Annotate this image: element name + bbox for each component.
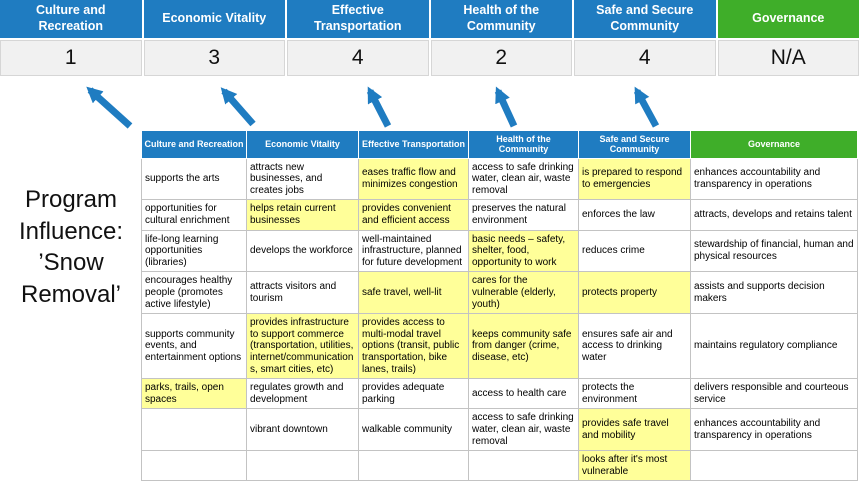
matrix-cell: enhances accountability and transparency…: [691, 409, 858, 451]
matrix-cell: parks, trails, open spaces: [142, 379, 247, 409]
matrix-cell: safe travel, well-lit: [359, 272, 469, 314]
matrix-cell: encourages healthy people (promotes acti…: [142, 272, 247, 314]
score-value-health-of-the-community: 2: [431, 40, 573, 76]
matrix-cell: provides convenient and efficient access: [359, 200, 469, 230]
matrix-cell: supports community events, and entertain…: [142, 314, 247, 379]
arrow-up-icon: [90, 90, 656, 126]
matrix-cell: [469, 451, 579, 481]
score-value-effective-transportation: 4: [287, 40, 429, 76]
score-value-economic-vitality: 3: [144, 40, 286, 76]
matrix-header-economic-vitality: Economic Vitality: [247, 131, 359, 159]
matrix-row: supports community events, and entertain…: [142, 314, 858, 379]
matrix-header-health-of-the-community: Health of the Community: [469, 131, 579, 159]
matrix-cell: protects property: [579, 272, 691, 314]
matrix-cell: looks after it's most vulnerable: [579, 451, 691, 481]
matrix-cell: regulates growth and development: [247, 379, 359, 409]
matrix-cell: walkable community: [359, 409, 469, 451]
matrix-row: looks after it's most vulnerable: [142, 451, 858, 481]
matrix-cell: [691, 451, 858, 481]
matrix-cell: develops the workforce: [247, 230, 359, 272]
matrix-cell: provides infrastructure to support comme…: [247, 314, 359, 379]
matrix-cell: attracts, develops and retains talent: [691, 200, 858, 230]
matrix-header-governance: Governance: [691, 131, 858, 159]
matrix-cell: assists and supports decision makers: [691, 272, 858, 314]
matrix-cell: access to safe drinking water, clean air…: [469, 158, 579, 200]
goal-header-safe-and-secure-community: Safe and Secure Community: [574, 0, 716, 38]
score-value-safe-and-secure-community: 4: [574, 40, 716, 76]
score-arrows: [0, 78, 859, 130]
matrix-cell: stewardship of financial, human and phys…: [691, 230, 858, 272]
matrix-cell: vibrant downtown: [247, 409, 359, 451]
matrix-cell: provides safe travel and mobility: [579, 409, 691, 451]
matrix-header-effective-transportation: Effective Transportation: [359, 131, 469, 159]
matrix-cell: provides adequate parking: [359, 379, 469, 409]
score-value-governance: N/A: [718, 40, 859, 76]
matrix-cell: preserves the natural environment: [469, 200, 579, 230]
matrix-cell: [359, 451, 469, 481]
matrix-cell: delivers responsible and courteous servi…: [691, 379, 858, 409]
matrix-header-culture-and-recreation: Culture and Recreation: [142, 131, 247, 159]
goal-header-governance: Governance: [718, 0, 859, 38]
matrix-cell: is prepared to respond to emergencies: [579, 158, 691, 200]
matrix-cell: attracts visitors and tourism: [247, 272, 359, 314]
matrix-cell: maintains regulatory compliance: [691, 314, 858, 379]
matrix-cell: [142, 409, 247, 451]
matrix-cell: eases traffic flow and minimizes congest…: [359, 158, 469, 200]
matrix-cell: enhances accountability and transparency…: [691, 158, 858, 200]
matrix-row: life-long learning opportunities (librar…: [142, 230, 858, 272]
matrix-cell: life-long learning opportunities (librar…: [142, 230, 247, 272]
matrix-row: encourages healthy people (promotes acti…: [142, 272, 858, 314]
matrix-cell: [247, 451, 359, 481]
matrix-cell: cares for the vulnerable (elderly, youth…: [469, 272, 579, 314]
matrix-cell: helps retain current businesses: [247, 200, 359, 230]
program-title: Program Influence: ’Snow Removal’: [2, 184, 140, 311]
matrix-cell: opportunities for cultural enrichment: [142, 200, 247, 230]
goal-header-culture-and-recreation: Culture and Recreation: [0, 0, 142, 38]
matrix-cell: enforces the law: [579, 200, 691, 230]
goal-header-economic-vitality: Economic Vitality: [144, 0, 286, 38]
matrix-cell: basic needs – safety, shelter, food, opp…: [469, 230, 579, 272]
matrix-cell: well-maintained infrastructure, planned …: [359, 230, 469, 272]
matrix-cell: access to health care: [469, 379, 579, 409]
goal-header-effective-transportation: Effective Transportation: [287, 0, 429, 38]
matrix-cell: provides access to multi-modal travel op…: [359, 314, 469, 379]
matrix-cell: access to safe drinking water, clean air…: [469, 409, 579, 451]
matrix-cell: protects the environment: [579, 379, 691, 409]
matrix-cell: keeps community safe from danger (crime,…: [469, 314, 579, 379]
matrix-cell: reduces crime: [579, 230, 691, 272]
matrix-cell: [142, 451, 247, 481]
goal-header-health-of-the-community: Health of the Community: [431, 0, 573, 38]
matrix-header-safe-and-secure-community: Safe and Secure Community: [579, 131, 691, 159]
score-value-culture-and-recreation: 1: [0, 40, 142, 76]
matrix-cell: supports the arts: [142, 158, 247, 200]
matrix-cell: ensures safe air and access to drinking …: [579, 314, 691, 379]
matrix-cell: attracts new businesses, and creates job…: [247, 158, 359, 200]
